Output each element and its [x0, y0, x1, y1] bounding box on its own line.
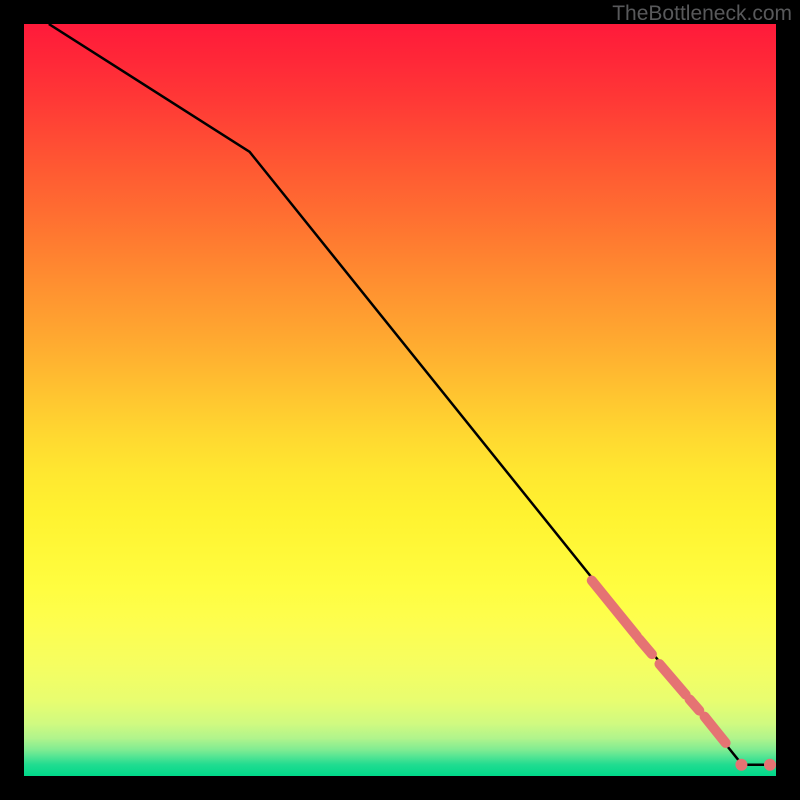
chart-svg — [24, 24, 776, 776]
marker-dot-1 — [764, 759, 776, 771]
marker-dot-0 — [735, 759, 747, 771]
plot-area — [24, 24, 776, 776]
watermark-text: TheBottleneck.com — [612, 2, 792, 26]
chart-container: TheBottleneck.com — [0, 0, 800, 800]
